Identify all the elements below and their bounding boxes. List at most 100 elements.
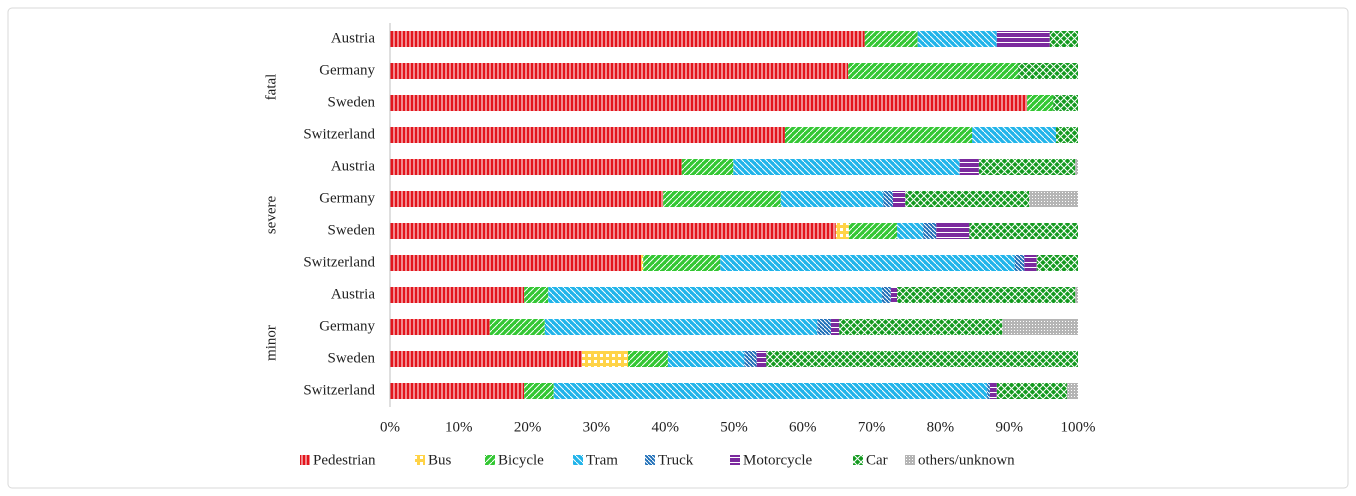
legend-label: Pedestrian	[313, 452, 376, 468]
bar-segment	[1075, 159, 1078, 175]
bar-segment	[848, 223, 898, 239]
legend-item: Bicycle	[485, 452, 544, 468]
legend-swatch	[730, 455, 740, 465]
legend-swatch	[485, 455, 495, 465]
bar-segment	[1027, 95, 1054, 111]
bar-segment	[831, 319, 840, 335]
bar-segment	[390, 319, 490, 335]
bar-segment	[390, 383, 525, 399]
bar-segment	[390, 255, 642, 271]
bar-segment	[917, 31, 997, 47]
bar-segment	[744, 351, 757, 367]
bar-segment	[897, 287, 1076, 303]
bar-segment	[897, 223, 924, 239]
bar-segment	[524, 287, 549, 303]
bar-segment	[817, 319, 832, 335]
bar-segment	[667, 351, 745, 367]
bar-segment	[390, 223, 836, 239]
legend-item: Pedestrian	[300, 452, 376, 468]
bar-segment	[978, 159, 1076, 175]
bar-segment	[1002, 319, 1078, 335]
bar-segment	[780, 191, 884, 207]
legend-label: Motorcycle	[743, 452, 812, 468]
bar-segment	[923, 223, 937, 239]
bar-segment	[766, 351, 1078, 367]
y-tick-label: Germany	[319, 62, 375, 78]
legend-item: Car	[853, 452, 888, 468]
group-label: minor	[263, 325, 279, 361]
y-tick-label: Sweden	[328, 350, 376, 366]
bar-segment	[1075, 287, 1078, 303]
x-tick-label: 40%	[651, 419, 679, 435]
bar-segment	[489, 319, 545, 335]
x-tick-label: 70%	[858, 419, 886, 435]
bar-segment	[892, 191, 906, 207]
legend-swatch	[415, 455, 425, 465]
bar-segment	[1055, 127, 1078, 143]
legend-swatch	[645, 455, 655, 465]
x-tick-label: 80%	[927, 419, 955, 435]
legend-item: Tram	[573, 452, 618, 468]
bar-segment	[1024, 255, 1037, 271]
bar-segment	[972, 127, 1056, 143]
legend-label: others/unknown	[918, 452, 1015, 468]
bar-segment	[390, 127, 785, 143]
y-tick-label: Sweden	[328, 94, 376, 110]
y-tick-label: Switzerland	[303, 382, 375, 398]
y-tick-label: Sweden	[328, 222, 376, 238]
y-tick-label: Germany	[319, 190, 375, 206]
bar-segment	[390, 159, 682, 175]
bar-segment	[663, 191, 781, 207]
bar-segment	[835, 223, 849, 239]
legend-item: Bus	[415, 452, 452, 468]
bar-segment	[390, 63, 849, 79]
bar-segment	[390, 191, 664, 207]
y-tick-label: Switzerland	[303, 126, 375, 142]
bar-segment	[996, 31, 1050, 47]
bar-segment	[544, 319, 818, 335]
legend-swatch	[853, 455, 863, 465]
legend-label: Truck	[658, 452, 694, 468]
legend-swatch	[300, 455, 310, 465]
legend-swatch	[905, 455, 915, 465]
group-label: severe	[263, 196, 279, 235]
legend-label: Bicycle	[498, 452, 544, 468]
y-tick-label: Austria	[331, 286, 376, 302]
legend-swatch	[573, 455, 583, 465]
y-tick-label: Switzerland	[303, 254, 375, 270]
chart-frame	[7, 7, 1349, 489]
legend-label: Tram	[586, 452, 618, 468]
legend-item: others/unknown	[905, 452, 1015, 468]
legend-item: Truck	[645, 452, 694, 468]
bar-segment	[883, 191, 893, 207]
y-tick-label: Austria	[331, 30, 376, 46]
x-tick-label: 0%	[380, 419, 400, 435]
x-tick-label: 30%	[583, 419, 611, 435]
x-tick-label: 100%	[1061, 419, 1096, 435]
bar-segment	[681, 159, 734, 175]
group-label: fatal	[263, 74, 279, 101]
legend-item: Motorcycle	[730, 452, 812, 468]
bar-segment	[524, 383, 554, 399]
bar-segment	[989, 383, 997, 399]
bar-segment	[996, 383, 1067, 399]
bar-segment	[839, 319, 1003, 335]
bar-segment	[720, 255, 1015, 271]
bar-segment	[848, 63, 1019, 79]
bar-segment	[756, 351, 767, 367]
legend-label: Car	[866, 452, 888, 468]
x-tick-label: 20%	[514, 419, 542, 435]
bar-segment	[959, 159, 979, 175]
bar-segment	[390, 95, 1028, 111]
x-tick-label: 50%	[720, 419, 748, 435]
bar-segment	[1029, 191, 1078, 207]
bar-segment	[1053, 95, 1078, 111]
bar-segment	[643, 255, 721, 271]
bar-segment	[905, 191, 1030, 207]
bar-segment	[390, 287, 525, 303]
bar-segment	[784, 127, 973, 143]
bar-segment	[1014, 255, 1025, 271]
bar-segment	[936, 223, 970, 239]
bar-segment	[390, 351, 582, 367]
